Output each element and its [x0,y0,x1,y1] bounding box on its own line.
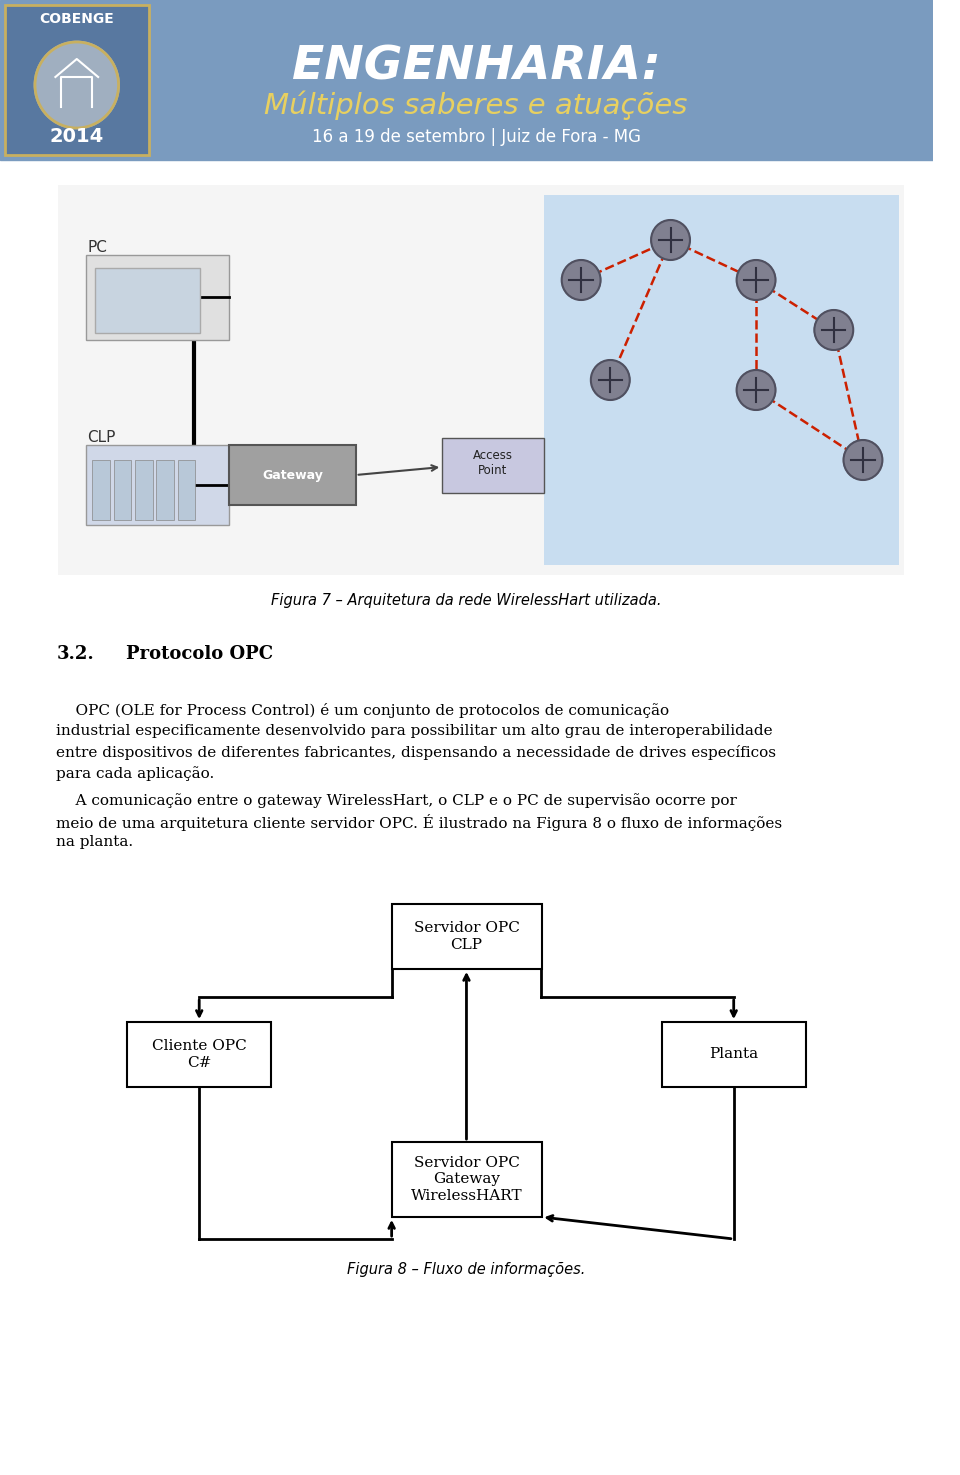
Circle shape [736,260,776,299]
Text: 3.2.: 3.2. [57,645,94,662]
Circle shape [562,260,601,299]
Text: ENGENHARIA:: ENGENHARIA: [292,46,660,90]
Text: Figura 8 – Fluxo de informações.: Figura 8 – Fluxo de informações. [348,1263,586,1277]
Text: Múltiplos saberes e atuações: Múltiplos saberes e atuações [265,90,688,119]
Text: Gateway: Gateway [262,469,323,481]
Bar [443,438,544,493]
Bar [392,1142,542,1217]
Text: na planta.: na planta. [57,835,133,850]
Text: Servidor OPC
Gateway
WirelessHART: Servidor OPC Gateway WirelessHART [411,1156,522,1202]
Text: Planta: Planta [709,1047,758,1062]
Bar [0,0,933,159]
Text: 16 a 19 de setembro | Juiz de Fora - MG: 16 a 19 de setembro | Juiz de Fora - MG [312,128,640,146]
Text: CLP: CLP [87,431,116,445]
Text: COBENGE: COBENGE [39,12,114,27]
Bar [92,460,109,521]
Bar [661,1022,805,1087]
Text: Cliente OPC
C#: Cliente OPC C# [152,1040,247,1069]
Bar [229,445,355,504]
Bar [95,268,201,333]
Bar [59,184,903,575]
Text: meio de uma arquitetura cliente servidor OPC. É ilustrado na Figura 8 o fluxo de: meio de uma arquitetura cliente servidor… [57,814,782,830]
Circle shape [590,360,630,400]
Bar [135,460,153,521]
Bar [85,445,229,525]
Bar [392,904,542,969]
Text: Figura 7 – Arquitetura da rede WirelessHart utilizada.: Figura 7 – Arquitetura da rede WirelessH… [272,593,661,608]
Bar [113,460,132,521]
Text: industrial especificamente desenvolvido para possibilitar um alto grau de intero: industrial especificamente desenvolvido … [57,724,773,738]
Bar [5,4,149,155]
Text: entre dispositivos de diferentes fabricantes, dispensando a necessidade de drive: entre dispositivos de diferentes fabrica… [57,745,777,760]
Circle shape [651,220,690,260]
Bar [128,1022,271,1087]
Text: Protocolo OPC: Protocolo OPC [127,645,274,662]
Circle shape [844,440,882,479]
Text: 2014: 2014 [50,127,104,146]
Bar [156,460,174,521]
Text: PC: PC [87,240,108,255]
Text: A comunicação entre o gateway WirelessHart, o CLP e o PC de supervisão ocorre po: A comunicação entre o gateway WirelessHa… [57,794,737,808]
Text: Access
Point: Access Point [472,448,513,476]
Bar [178,460,195,521]
Circle shape [736,370,776,410]
Circle shape [814,310,853,350]
Text: para cada aplicação.: para cada aplicação. [57,766,215,780]
Text: Servidor OPC
CLP: Servidor OPC CLP [414,922,519,951]
Circle shape [35,41,118,128]
Text: OPC (OLE for Process Control) é um conjunto de protocolos de comunicação: OPC (OLE for Process Control) é um conju… [57,704,669,718]
Bar [544,195,899,565]
Bar [85,255,229,341]
